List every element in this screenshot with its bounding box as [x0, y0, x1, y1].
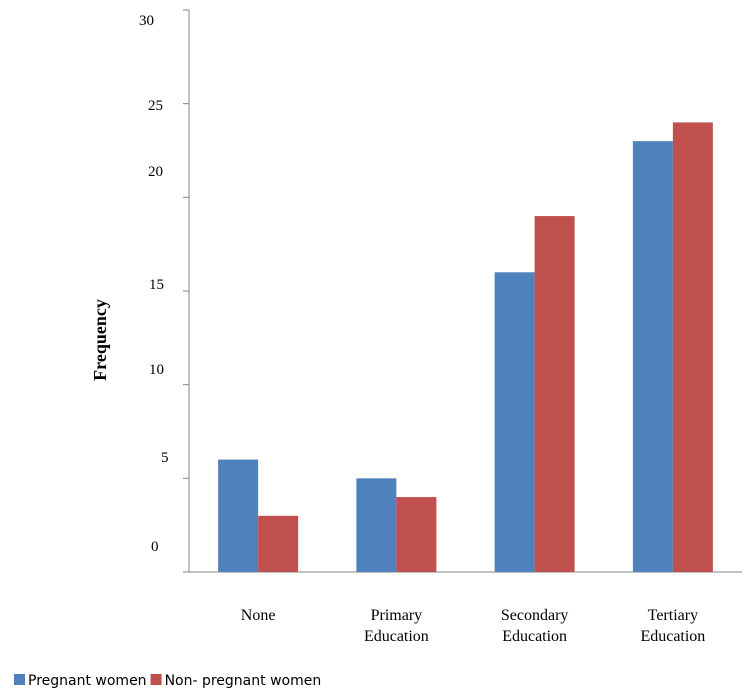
- y-tick-label: 0: [151, 539, 159, 555]
- y-tick-label: 5: [161, 450, 169, 466]
- bar: [356, 478, 397, 572]
- y-tick-label: 25: [148, 98, 163, 114]
- x-category-label: Secondary: [501, 607, 569, 624]
- bar: [396, 497, 437, 572]
- x-category-label: Education: [502, 628, 567, 645]
- x-category-label: Primary: [371, 607, 423, 624]
- y-tick-labels: 0 5 10 15 20 25 30: [139, 13, 169, 555]
- bar: [494, 272, 535, 572]
- x-category-label: Tertiary: [648, 607, 698, 624]
- x-category-label: None: [241, 607, 276, 624]
- x-category-labels: None Primary Education Secondary Education Te…: [241, 607, 706, 645]
- x-category-label: Education: [640, 628, 705, 645]
- x-category-label: Education: [364, 628, 429, 645]
- bar: [534, 216, 575, 573]
- legend: Pregnant women Non- pregnant women: [14, 673, 321, 689]
- bar: [672, 122, 713, 573]
- y-tick-label: 30: [139, 13, 154, 29]
- bars: [218, 122, 713, 573]
- legend-swatch: [14, 674, 25, 685]
- legend-label: Pregnant women: [28, 673, 147, 689]
- bar: [218, 459, 259, 572]
- legend-label: Non- pregnant women: [165, 673, 322, 689]
- y-axis-title: Frequency: [90, 299, 110, 381]
- y-tick-label: 10: [149, 362, 164, 378]
- legend-swatch: [150, 674, 162, 685]
- y-tick-label: 15: [149, 277, 164, 293]
- bar: [632, 141, 673, 572]
- y-tick-label: 20: [148, 164, 163, 180]
- bar: [258, 515, 299, 572]
